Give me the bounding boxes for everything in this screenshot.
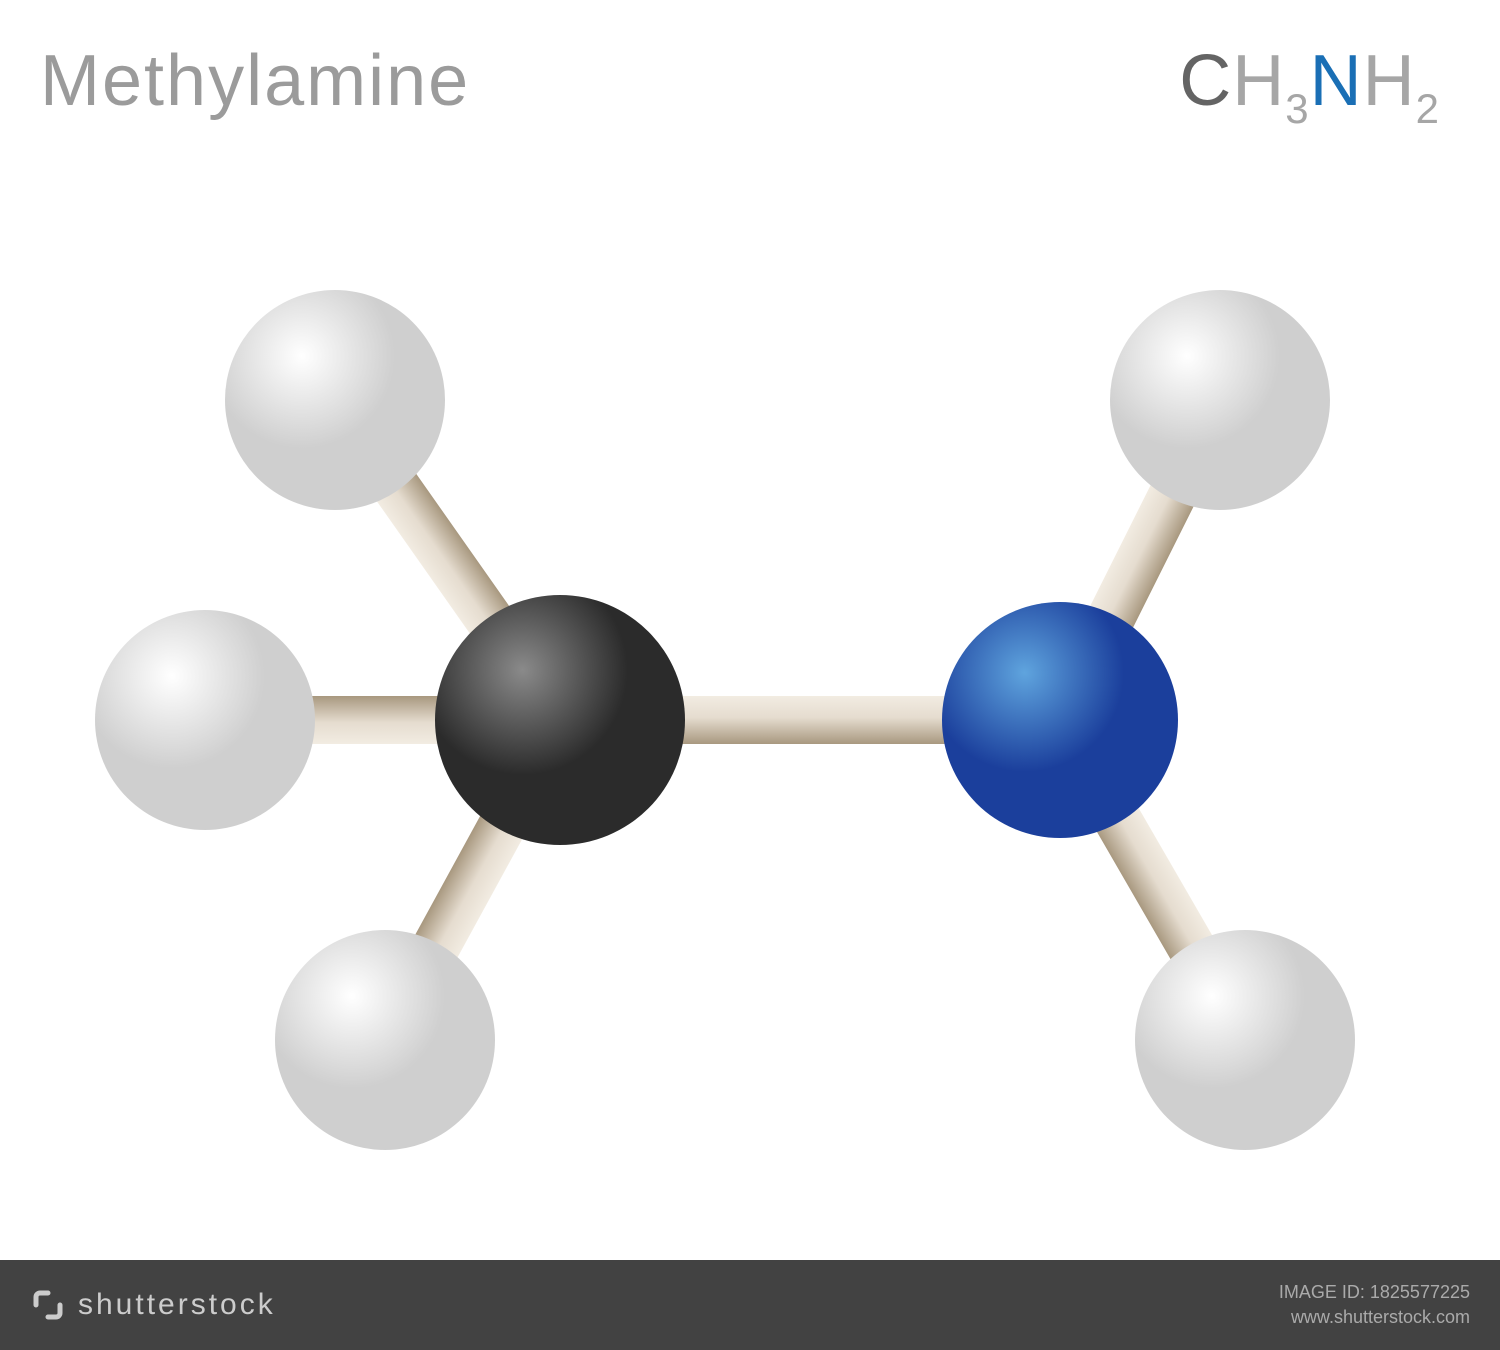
atom-H1 — [225, 290, 445, 510]
brand-logo: shutterstock — [30, 1287, 276, 1323]
brand-icon — [30, 1287, 66, 1323]
atom-H4 — [1110, 290, 1330, 510]
brand-text: shutterstock — [78, 1288, 276, 1322]
watermark-footer: shutterstock IMAGE ID: 1825577225 www.sh… — [0, 1260, 1500, 1350]
atom-C — [435, 595, 685, 845]
atom-H5 — [1135, 930, 1355, 1150]
atom-H2 — [95, 610, 315, 830]
atom-H3 — [275, 930, 495, 1150]
footer-meta: IMAGE ID: 1825577225 www.shutterstock.co… — [1279, 1280, 1470, 1330]
molecule-diagram — [0, 0, 1500, 1350]
atom-N — [942, 602, 1178, 838]
